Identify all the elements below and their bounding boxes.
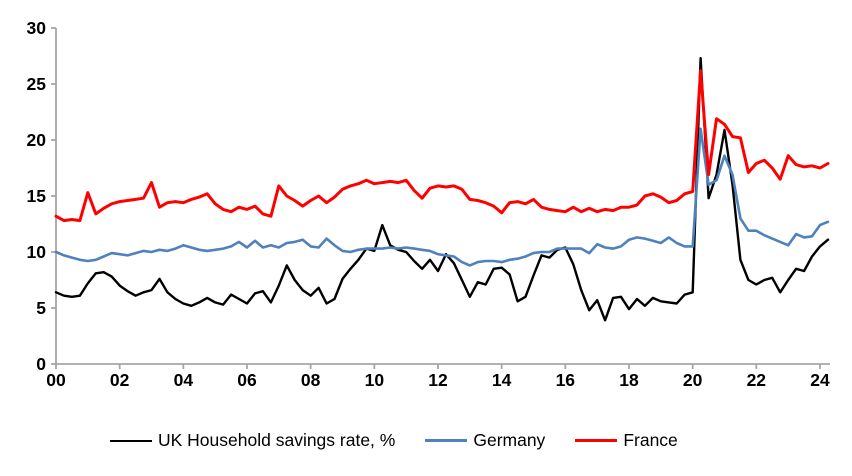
x-tick-label: 06 [237, 370, 257, 390]
france-series-line [54, 69, 830, 223]
y-tick-label: 10 [27, 242, 47, 262]
axes [51, 27, 830, 369]
x-tick-label: 04 [174, 370, 194, 390]
x-tick-label: 12 [428, 370, 448, 390]
legend-label-germany: Germany [473, 430, 546, 450]
y-tick-label: 30 [27, 18, 47, 38]
x-tick-label: 10 [365, 370, 385, 390]
germany-series-line [54, 127, 830, 267]
x-tick-label: 16 [556, 370, 576, 390]
legend-label-uk: UK Household savings rate, % [158, 430, 396, 450]
x-tick-label: 00 [46, 370, 66, 390]
y-tick-label: 25 [27, 74, 47, 94]
legend-item-uk: UK Household savings rate, % [110, 430, 395, 451]
uk-series-line [54, 57, 830, 322]
germany-line-swatch [425, 439, 468, 442]
x-tick-label: 02 [110, 370, 130, 390]
y-axis-labels: 0 5 10 15 20 25 30 [27, 18, 47, 374]
y-tick-label: 20 [27, 130, 47, 150]
x-tick-label: 18 [619, 370, 639, 390]
x-tick-label: 20 [683, 370, 703, 390]
x-tick-label: 08 [301, 370, 321, 390]
x-tick-label: 22 [747, 370, 767, 390]
y-tick-label: 0 [36, 354, 46, 374]
x-axis-labels: 00 02 04 06 08 10 12 14 16 18 20 22 24 [46, 370, 830, 390]
y-tick-label: 5 [36, 298, 46, 318]
legend-item-france: France [575, 430, 678, 451]
uk-line-swatch [110, 439, 152, 442]
legend-item-germany: Germany [425, 430, 545, 451]
legend-label-france: France [623, 430, 678, 450]
x-tick-label: 14 [492, 370, 512, 390]
y-tick-label: 15 [27, 186, 47, 206]
legend: UK Household savings rate, % Germany Fra… [110, 430, 750, 451]
x-tick-label: 24 [810, 370, 830, 390]
france-line-swatch [575, 439, 618, 442]
